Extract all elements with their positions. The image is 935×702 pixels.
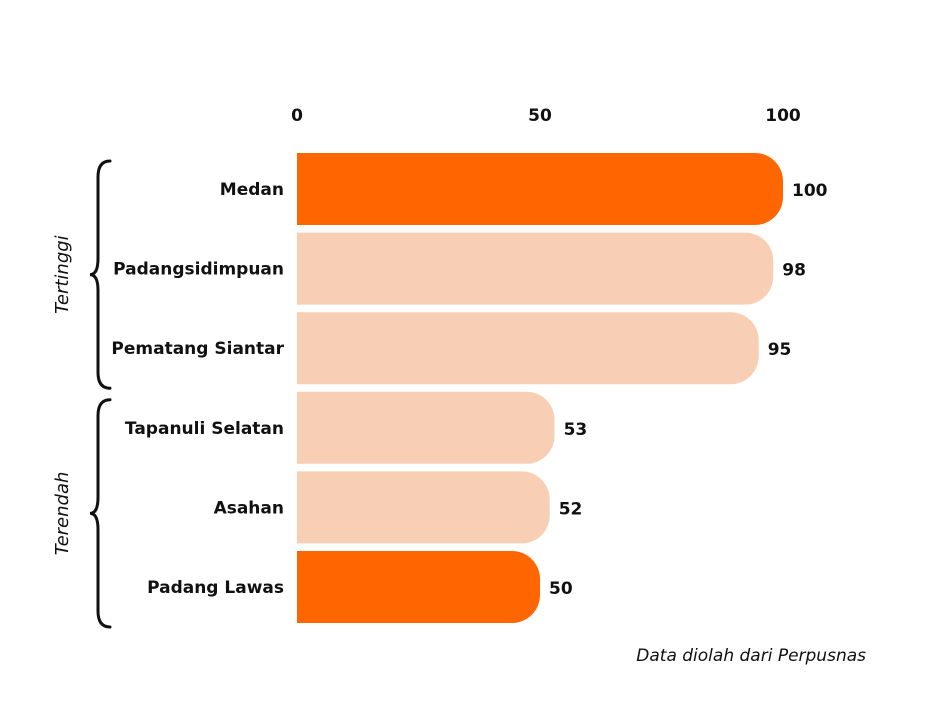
category-label: Padang Lawas <box>147 578 284 598</box>
category-label: Padangsidimpuan <box>113 260 284 280</box>
source-note: Data diolah dari Perpusnas <box>636 646 866 666</box>
bar <box>297 232 774 305</box>
group-label: Tertinggi <box>52 235 73 314</box>
bar <box>297 391 555 464</box>
bar <box>297 312 759 385</box>
data-label: 95 <box>768 340 792 360</box>
data-labels: 100 98 95 53 52 50 <box>549 181 828 599</box>
x-tick-label: 0 <box>291 106 303 126</box>
category-label: Asahan <box>214 498 284 518</box>
data-label: 53 <box>564 420 588 440</box>
data-label: 50 <box>549 579 573 599</box>
group-brackets: Tertinggi Terendah <box>52 159 112 629</box>
data-label: 100 <box>792 181 828 201</box>
group-bracket <box>89 159 112 390</box>
x-axis-ticks: 0 50 100 <box>291 106 801 126</box>
group-label: Terendah <box>52 472 73 556</box>
data-label: 52 <box>559 499 583 519</box>
bar <box>297 551 540 623</box>
data-label: 98 <box>782 261 806 281</box>
category-label: Pematang Siantar <box>111 339 284 359</box>
bar <box>297 471 550 544</box>
group-bracket <box>89 398 112 629</box>
bar <box>297 153 783 225</box>
x-tick-label: 100 <box>765 106 801 126</box>
x-tick-label: 50 <box>528 106 552 126</box>
category-labels: Medan Padangsidimpuan Pematang Siantar Tapa… <box>111 180 284 598</box>
category-label: Medan <box>220 180 284 200</box>
bars <box>297 153 783 623</box>
category-label: Tapanuli Selatan <box>125 419 284 439</box>
